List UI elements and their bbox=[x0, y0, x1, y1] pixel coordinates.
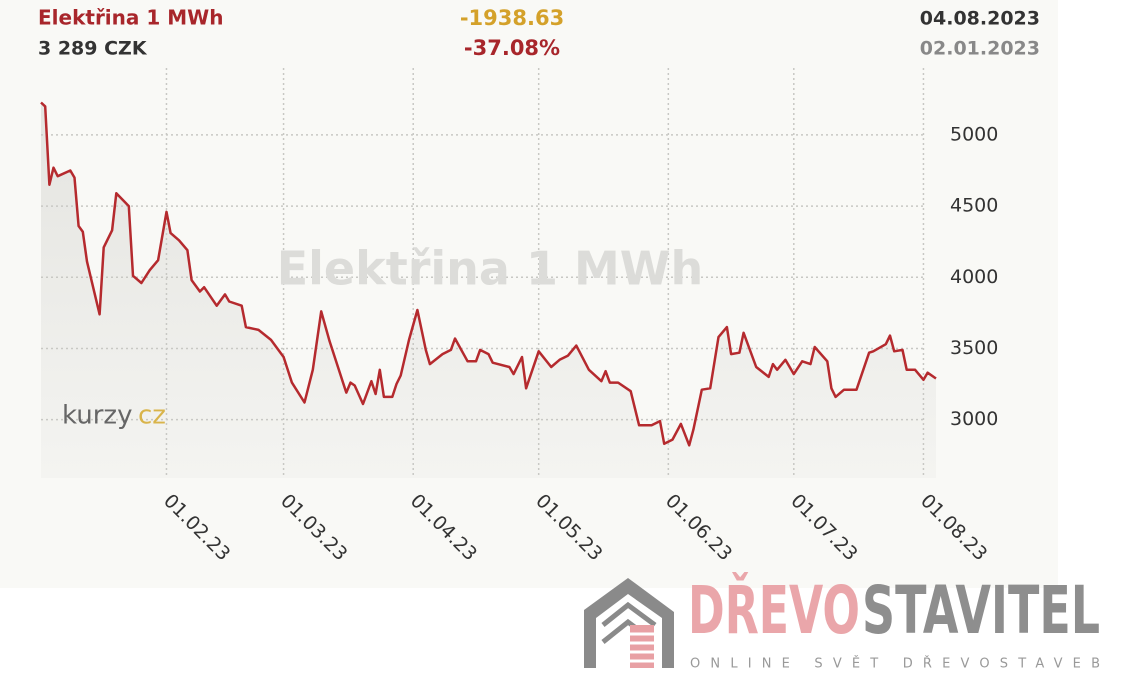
chart-title: Elektřina 1 MWh bbox=[38, 6, 223, 30]
area bbox=[41, 102, 936, 478]
price: 3 289 CZK bbox=[38, 38, 148, 60]
brand-icon bbox=[584, 578, 674, 668]
y-tick-label: 5000 bbox=[950, 123, 998, 145]
date-end: 04.08.2023 bbox=[920, 8, 1040, 30]
logo-kurzy: kurzy bbox=[62, 401, 132, 431]
y-tick-label: 4500 bbox=[950, 195, 998, 217]
y-tick-label: 3500 bbox=[950, 337, 998, 359]
date-start: 02.01.2023 bbox=[920, 38, 1040, 60]
y-tick-label: 3000 bbox=[950, 408, 998, 430]
line bbox=[40, 101, 937, 447]
watermark: Elektřina 1 MWh bbox=[277, 242, 704, 296]
change: -1938.63 bbox=[460, 6, 564, 30]
change-percent: -37.08% bbox=[464, 36, 560, 60]
logo-cz: cz bbox=[138, 401, 166, 431]
y-tick-label: 4000 bbox=[950, 266, 998, 288]
brand-tagline: ONLINE SVĚT DŘEVOSTAVEB bbox=[690, 656, 1100, 672]
brand-name-1: DŘEVO bbox=[688, 572, 860, 649]
brand-name-2: STAVITEL bbox=[862, 572, 1100, 649]
